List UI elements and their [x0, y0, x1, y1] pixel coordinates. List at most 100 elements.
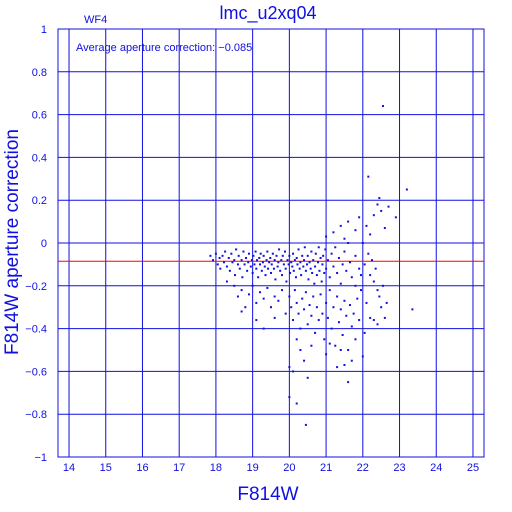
data-point	[326, 259, 329, 262]
data-point	[273, 295, 276, 298]
data-point	[292, 252, 295, 255]
chart-title: lmc_u2xq04	[219, 3, 316, 24]
data-point	[299, 261, 302, 264]
data-point	[231, 261, 234, 264]
data-point	[334, 246, 337, 249]
data-point	[369, 316, 372, 319]
data-point	[266, 250, 269, 253]
annotation: Average aperture correction: −0.085	[76, 42, 252, 54]
data-point	[347, 242, 350, 244]
data-point	[354, 254, 357, 257]
data-point	[245, 256, 248, 259]
data-point	[270, 306, 272, 309]
data-point	[235, 248, 238, 251]
data-point	[290, 306, 293, 309]
data-point	[238, 267, 241, 270]
data-point	[237, 254, 240, 257]
data-point	[317, 261, 320, 264]
data-point	[372, 280, 375, 283]
y-tick-label: 0.2	[32, 195, 47, 207]
data-point	[343, 299, 346, 302]
data-point	[216, 263, 219, 266]
data-point	[347, 220, 350, 223]
data-point	[261, 261, 264, 264]
y-tick-label: 0.6	[32, 110, 47, 122]
data-point	[299, 327, 302, 330]
data-point	[242, 250, 245, 253]
data-point	[345, 269, 348, 272]
data-point	[225, 280, 228, 283]
data-point	[277, 299, 280, 302]
grid-lines	[58, 28, 484, 458]
data-point	[251, 284, 254, 287]
x-tick-label: 24	[430, 462, 442, 474]
data-point	[228, 269, 231, 272]
data-point	[361, 355, 364, 358]
data-point	[288, 366, 291, 369]
data-point	[341, 263, 344, 266]
data-point	[354, 338, 357, 341]
data-point	[288, 254, 291, 257]
data-point	[383, 316, 386, 319]
data-point	[263, 265, 266, 268]
data-point	[382, 284, 385, 287]
data-point	[323, 338, 326, 341]
data-point	[363, 331, 366, 334]
data-point	[260, 269, 263, 272]
data-point	[332, 265, 335, 268]
x-tick-label: 17	[173, 462, 185, 474]
data-point	[290, 261, 293, 264]
x-tick-label: 23	[393, 462, 405, 474]
data-point	[295, 256, 298, 259]
data-point	[330, 327, 333, 330]
plot-frame	[57, 28, 485, 458]
data-point	[369, 274, 372, 277]
data-point	[270, 263, 273, 266]
data-point	[282, 263, 285, 266]
data-point	[343, 250, 346, 253]
y-tick-label: −1	[34, 452, 47, 464]
x-tick-label: 19	[247, 462, 259, 474]
data-point	[380, 306, 383, 309]
data-point	[347, 381, 350, 384]
data-point	[254, 250, 257, 253]
data-point	[337, 321, 340, 324]
data-point	[352, 312, 355, 315]
y-tick-label: 0	[41, 238, 47, 250]
data-point	[275, 254, 278, 257]
data-point	[262, 254, 265, 257]
data-point	[312, 259, 315, 262]
data-point	[376, 203, 379, 206]
y-tick-label: 1	[41, 24, 47, 36]
data-point	[314, 252, 317, 255]
data-point	[306, 323, 309, 326]
data-point	[250, 259, 253, 262]
data-point	[280, 259, 283, 262]
data-point	[297, 312, 300, 315]
data-point	[243, 263, 246, 266]
data-point	[249, 265, 252, 268]
data-point	[320, 280, 323, 283]
data-point	[314, 331, 317, 334]
data-point	[302, 265, 305, 268]
data-point	[272, 267, 275, 270]
data-point	[224, 250, 227, 253]
data-point	[295, 338, 298, 341]
data-point	[411, 308, 414, 311]
data-point	[233, 284, 236, 287]
data-point	[303, 259, 306, 262]
data-point	[291, 265, 294, 268]
y-tick-label: −0.4	[25, 324, 47, 336]
data-point	[370, 259, 373, 262]
data-point	[286, 259, 289, 262]
data-point	[321, 312, 324, 315]
data-point	[359, 289, 362, 292]
data-point	[328, 276, 331, 279]
data-point	[258, 256, 261, 259]
data-point	[358, 319, 361, 322]
data-point	[326, 316, 329, 319]
data-point	[273, 259, 276, 262]
y-tick-label: 0.4	[32, 152, 47, 164]
data-point	[227, 256, 230, 259]
data-point	[383, 227, 386, 230]
